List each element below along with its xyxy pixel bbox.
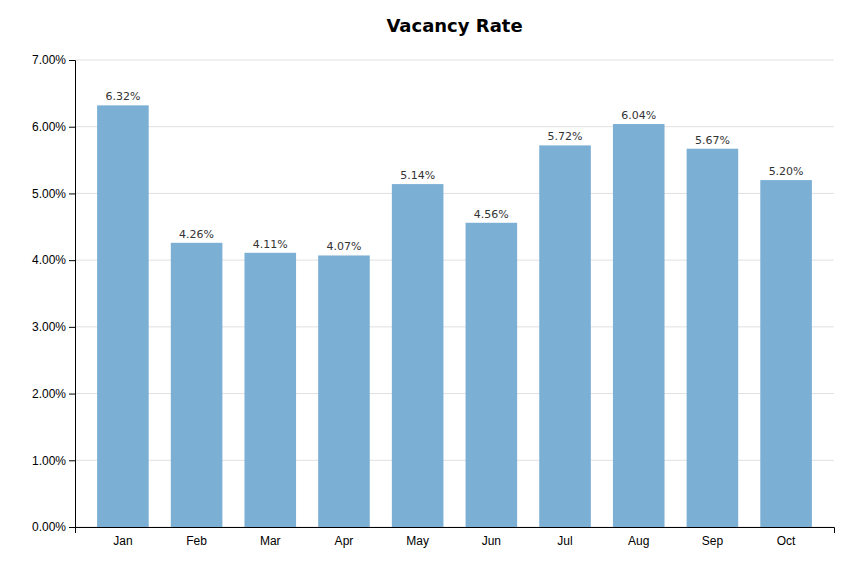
y-tick: 1.00% <box>32 454 75 468</box>
y-tick-mark <box>69 460 75 461</box>
y-tick: 5.00% <box>32 187 75 201</box>
data-label: 5.72% <box>548 130 583 143</box>
x-axis-line <box>76 528 835 534</box>
y-tick: 0.00% <box>32 520 75 534</box>
bar <box>171 243 223 527</box>
title: Vacancy Rate <box>386 15 522 36</box>
bar <box>539 145 591 527</box>
data-label: 6.32% <box>105 90 140 103</box>
data-label: 5.20% <box>769 165 804 178</box>
x-tick-label: Sep <box>702 534 724 548</box>
y-tick-label: 1.00% <box>32 454 66 468</box>
y-tick-mark <box>69 260 75 261</box>
chart: 0.00% 1.00% 2.00% 3.00% 4.00% 5.00% 6.00% 7.00%… <box>0 0 859 572</box>
data-label: 4.56% <box>474 208 509 221</box>
y-tick: 2.00% <box>32 387 75 401</box>
bar <box>318 255 370 527</box>
bars <box>97 105 812 527</box>
x-tick-label: Jan <box>113 534 132 548</box>
y-tick: 4.00% <box>32 253 75 267</box>
bar <box>244 253 296 527</box>
y-tick: 6.00% <box>32 120 75 134</box>
y-tick-label: 0.00% <box>32 520 66 534</box>
bar <box>466 223 518 527</box>
y-tick-label: 4.00% <box>32 253 66 267</box>
data-label: 5.67% <box>695 134 730 147</box>
x-tick-label: Feb <box>186 534 207 548</box>
x-tick-label: Apr <box>335 534 354 548</box>
y-axis: 0.00% 1.00% 2.00% 3.00% 4.00% 5.00% 6.00% 7.00% <box>32 53 76 534</box>
plot: 0.00% 1.00% 2.00% 3.00% 4.00% 5.00% 6.00% 7.00%… <box>32 53 835 547</box>
y-tick-mark <box>69 394 75 395</box>
y-tick: 3.00% <box>32 320 75 334</box>
x-tick-label: Oct <box>777 534 796 548</box>
y-tick-mark <box>69 327 75 328</box>
y-tick-label: 6.00% <box>32 120 66 134</box>
y-tick-label: 7.00% <box>32 53 66 67</box>
x-tick-label: Jul <box>557 534 572 548</box>
x-axis: Jan Feb Mar Apr May Jun Jul Aug Sep Oct <box>76 528 835 548</box>
y-tick-label: 3.00% <box>32 320 66 334</box>
y-tick-label: 2.00% <box>32 387 66 401</box>
x-tick-label: May <box>406 534 429 548</box>
y-axis-line <box>69 61 76 528</box>
grid-line <box>75 126 834 127</box>
x-tick: Mar <box>260 534 281 548</box>
y-tick-mark <box>69 193 75 194</box>
grid-line <box>75 60 834 61</box>
bar <box>97 105 149 527</box>
x-tick: Oct <box>777 534 796 548</box>
bar <box>687 149 739 527</box>
data-label: 6.04% <box>621 109 656 122</box>
y-tick-mark <box>69 60 75 61</box>
x-tick: Jan <box>113 534 132 548</box>
grid <box>75 60 834 527</box>
bar <box>613 124 665 527</box>
bar <box>760 180 812 527</box>
y-tick-mark <box>69 127 75 128</box>
data-label: 4.07% <box>326 240 361 253</box>
x-tick: Apr <box>335 534 354 548</box>
data-labels: 6.32% 4.26% 4.11% 4.07% 5.14% 4.56% 5.72% 6.04%… <box>105 90 803 253</box>
x-tick: May <box>406 534 429 548</box>
x-tick-label: Mar <box>260 534 281 548</box>
y-tick-label: 5.00% <box>32 187 66 201</box>
data-label: 4.11% <box>253 238 288 251</box>
y-tick-mark <box>69 527 75 528</box>
x-tick-label: Jun <box>482 534 501 548</box>
x-tick: Aug <box>628 534 649 548</box>
y-tick: 7.00% <box>32 53 75 67</box>
x-tick: Jun <box>482 534 501 548</box>
x-tick: Sep <box>702 534 724 548</box>
data-label: 4.26% <box>179 228 214 241</box>
data-label: 5.14% <box>400 169 435 182</box>
bar <box>392 184 444 527</box>
x-tick: Feb <box>186 534 207 548</box>
x-tick: Jul <box>557 534 572 548</box>
x-tick-label: Aug <box>628 534 649 548</box>
